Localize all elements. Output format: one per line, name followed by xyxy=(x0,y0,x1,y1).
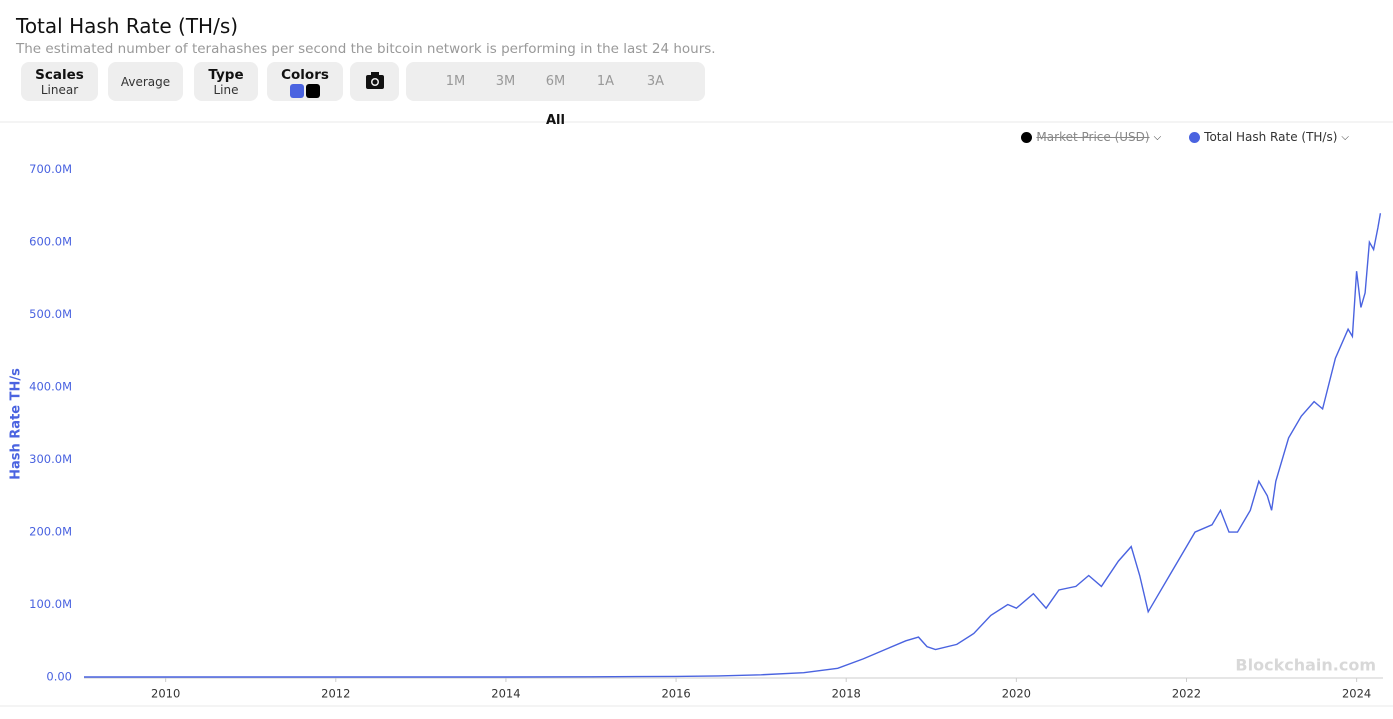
watermark: Blockchain.com xyxy=(1235,656,1376,675)
legend: Market Price (USD) ⌵ Total Hash Rate (TH/s… xyxy=(1021,130,1349,144)
line-series xyxy=(84,213,1382,678)
subtitle: The estimated number of terahashes per s… xyxy=(16,41,716,57)
y-tick-label: 600.0M xyxy=(29,235,72,249)
range-button[interactable]: 3A xyxy=(646,74,665,89)
color-swatch xyxy=(306,84,320,98)
range-button[interactable]: 6M xyxy=(545,74,566,89)
x-tick-label: 2016 xyxy=(661,687,690,701)
y-axis-label: Hash Rate TH/s xyxy=(9,368,24,480)
range-button[interactable]: 1A xyxy=(596,74,615,89)
x-tick-label: 2018 xyxy=(832,687,861,701)
y-tick-label: 700.0M xyxy=(29,162,72,176)
y-tick-label: 500.0M xyxy=(29,307,72,321)
range-button[interactable]: 3M xyxy=(495,74,516,89)
value: Line xyxy=(213,83,239,97)
label: Average xyxy=(120,75,171,89)
label: Scales xyxy=(35,67,84,83)
value: Linear xyxy=(40,83,79,97)
title: Total Hash Rate (TH/s) xyxy=(16,14,239,38)
legend-item[interactable]: Total Hash Rate (TH/s) ⌵ xyxy=(1189,130,1349,144)
x-tick-label: 2014 xyxy=(491,687,520,701)
x-tick-label: 2022 xyxy=(1172,687,1201,701)
chevron: ⌵ xyxy=(1153,131,1162,143)
x-tick-label: 2020 xyxy=(1002,687,1031,701)
range-button[interactable]: All xyxy=(546,113,565,128)
range-button[interactable]: 1M xyxy=(445,74,466,89)
label: Colors xyxy=(281,67,329,83)
color-swatch xyxy=(290,84,304,98)
colors-button[interactable]: Colors xyxy=(267,62,343,101)
y-tick-label: 300.0M xyxy=(29,452,72,466)
average-button[interactable]: Average xyxy=(108,62,183,101)
label: Type xyxy=(208,67,244,83)
y-tick-label: 0.00 xyxy=(46,670,72,684)
y-tick-label: 200.0M xyxy=(29,525,72,539)
camera-button[interactable] xyxy=(350,62,399,101)
x-tick-label: 2012 xyxy=(321,687,350,701)
x-tick-label: 2024 xyxy=(1342,687,1371,701)
legend-label: Total Hash Rate (TH/s) xyxy=(1204,130,1338,144)
legend-item[interactable]: Market Price (USD) ⌵ xyxy=(1021,130,1161,144)
chevron: ⌵ xyxy=(1341,131,1349,143)
scales-button[interactable]: Scales Linear xyxy=(21,62,98,101)
x-tick-label: 2010 xyxy=(151,687,180,701)
range-group: 1M 3M 6M 1A 3A All xyxy=(406,62,705,128)
legend-dot xyxy=(1189,131,1201,143)
y-tick-label: 100.0M xyxy=(29,597,72,611)
type-button[interactable]: Type Line xyxy=(194,62,258,101)
swatches xyxy=(289,84,321,101)
camera-icon xyxy=(366,72,384,89)
y-tick-label: 400.0M xyxy=(29,380,72,394)
legend-label: Market Price (USD) xyxy=(1036,130,1150,144)
legend-dot xyxy=(1021,131,1033,143)
